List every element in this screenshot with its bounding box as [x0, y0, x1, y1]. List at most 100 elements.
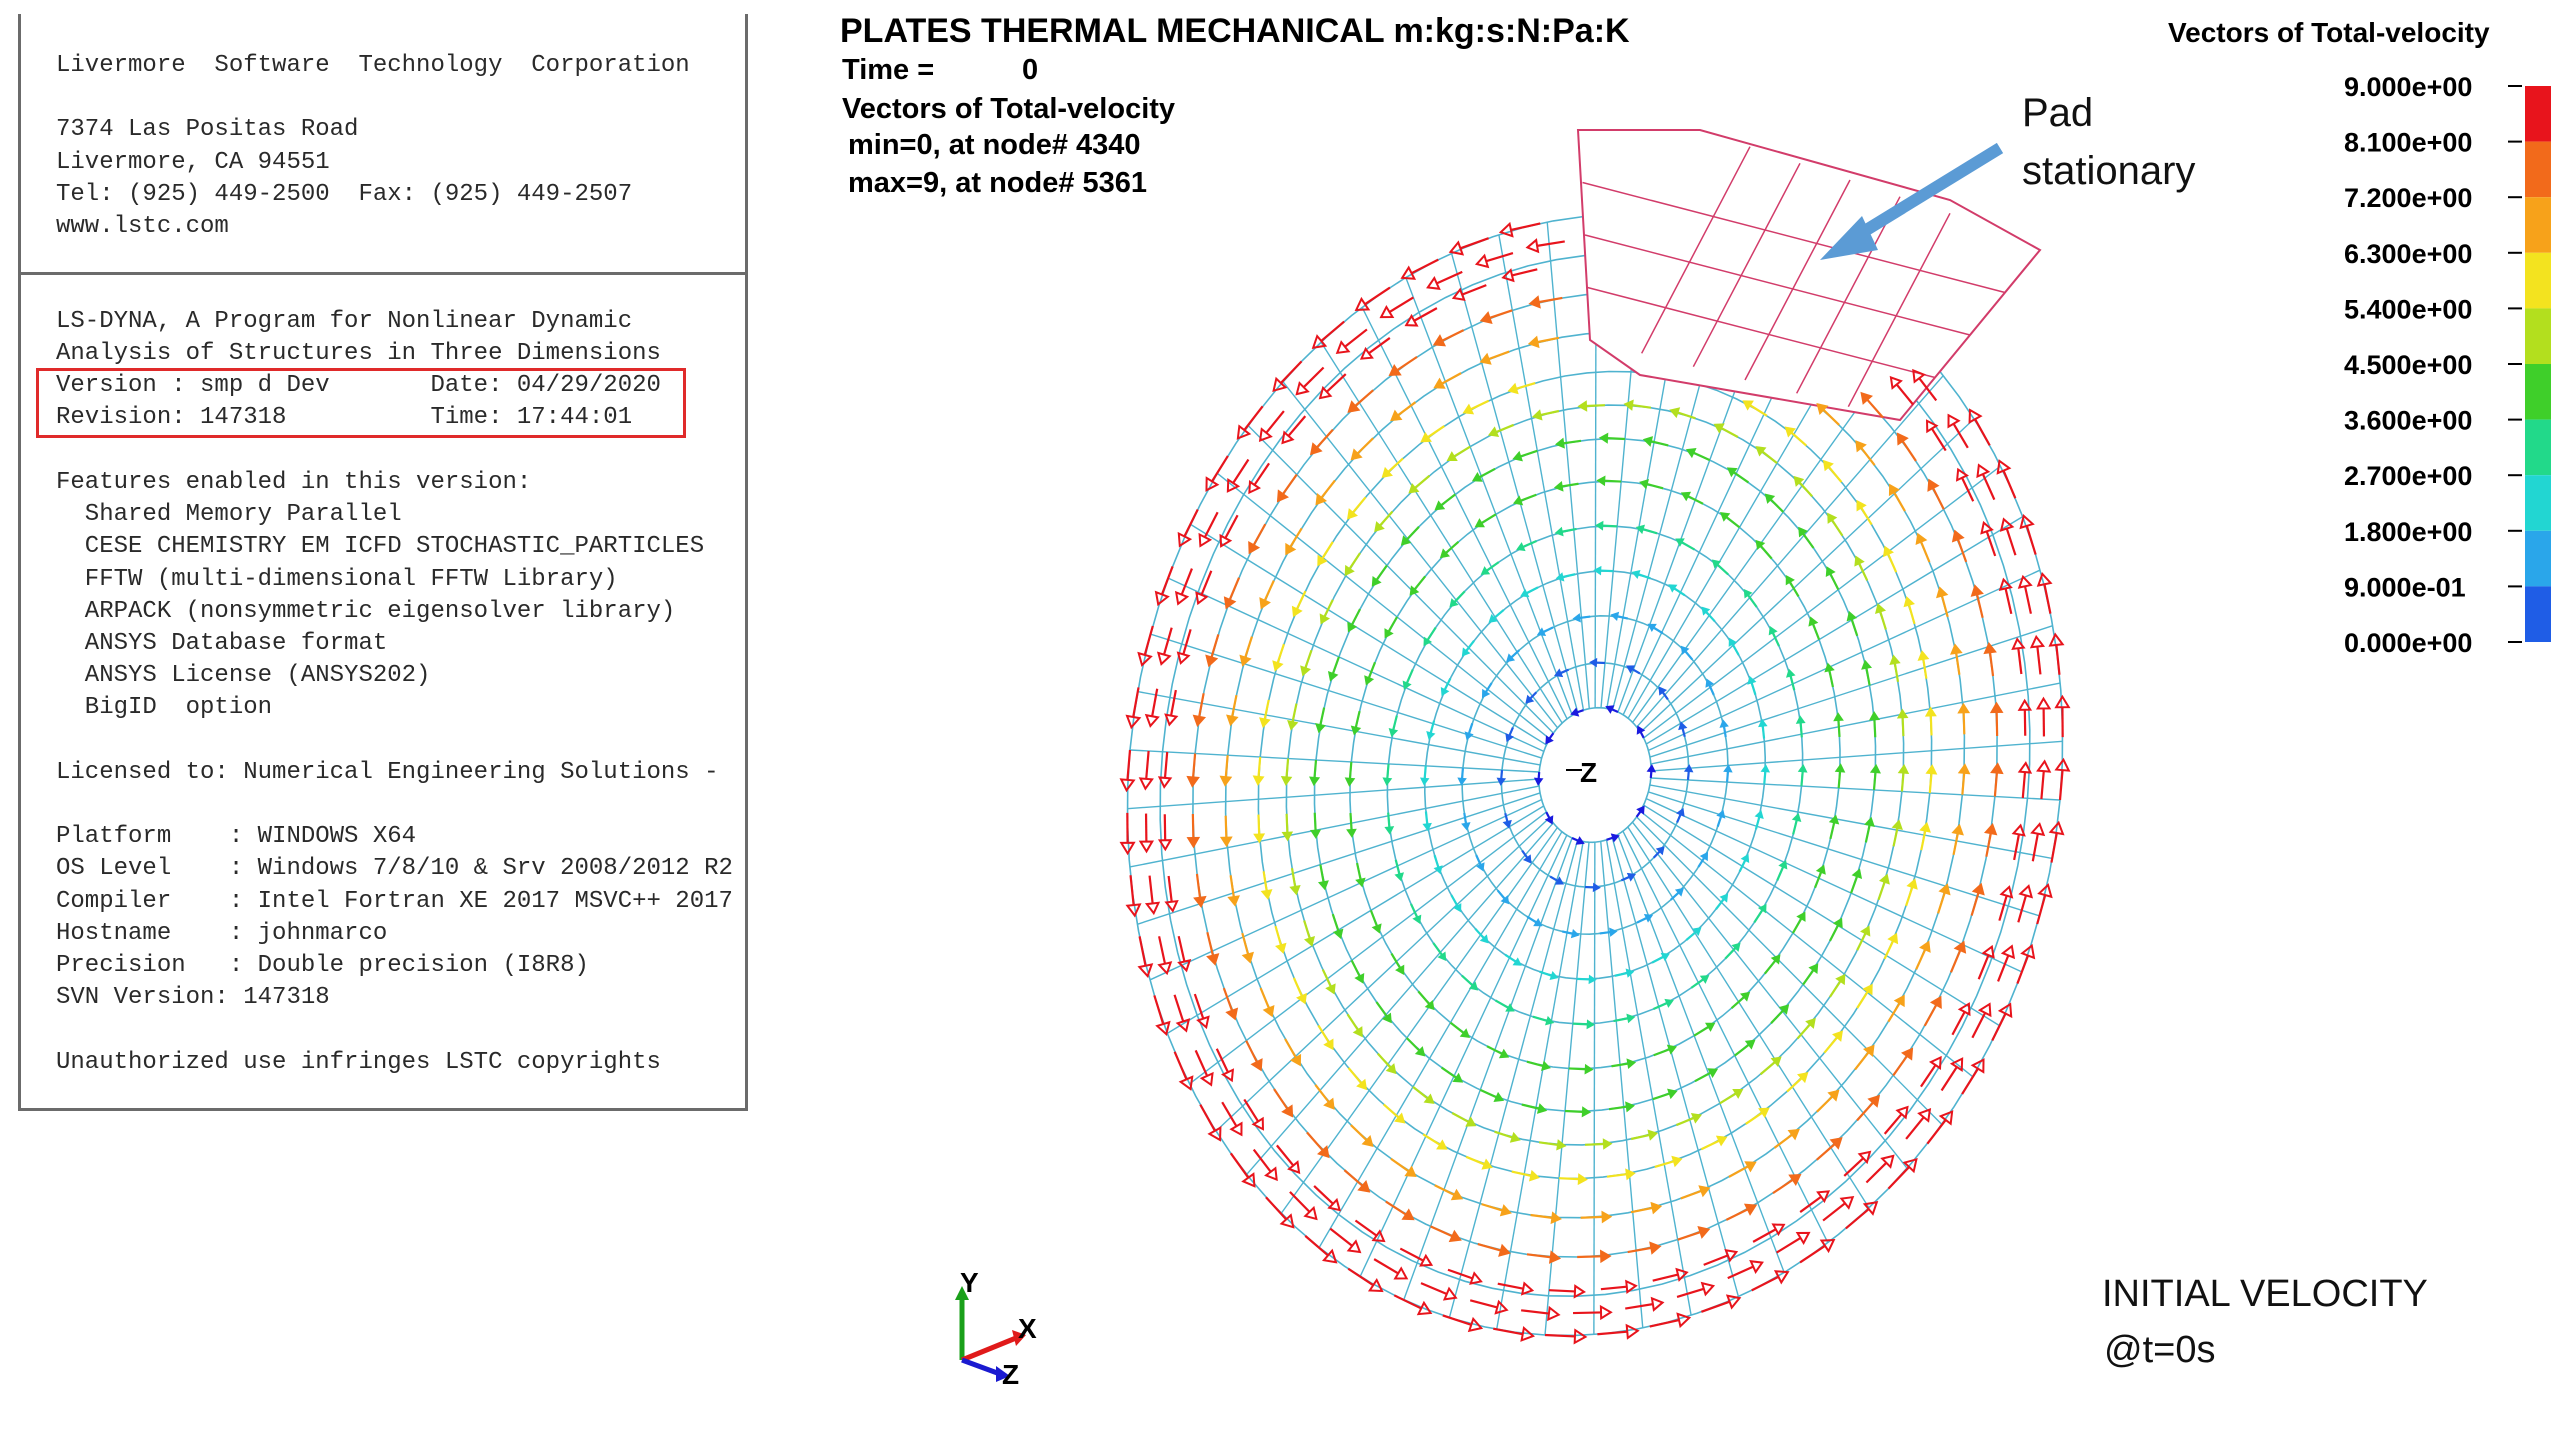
- velocity-arrowhead: [1176, 651, 1191, 665]
- triad-x-arrowhead: [1012, 1330, 1026, 1346]
- velocity-vector: [1786, 1077, 1803, 1093]
- velocity-vector: [1883, 1113, 1903, 1135]
- velocity-vector: [1280, 360, 1303, 384]
- velocity-vector: [1486, 1045, 1503, 1055]
- velocity-vector: [1510, 222, 1541, 232]
- velocity-vector: [1937, 892, 1946, 914]
- velocity-arrowhead: [2020, 943, 2036, 960]
- velocity-vector: [1262, 871, 1268, 892]
- panel-divider-top: [18, 272, 748, 275]
- pad-grid-line: [1584, 234, 1971, 336]
- velocity-vector: [1845, 1208, 1870, 1230]
- velocity-arrowhead: [1279, 1213, 1295, 1229]
- velocity-arrowhead: [1889, 375, 1903, 390]
- velocity-arrowhead: [1666, 1044, 1678, 1055]
- velocity-arrowhead: [1593, 565, 1602, 576]
- velocity-vector: [1265, 1196, 1288, 1221]
- mesh-spoke: [1643, 804, 2000, 1027]
- velocity-vector: [1771, 631, 1780, 647]
- velocity-arrowhead: [1572, 613, 1581, 623]
- velocity-arrowhead: [1544, 1015, 1555, 1026]
- velocity-vector: [2017, 895, 2028, 923]
- velocity-arrowhead: [1957, 702, 1971, 714]
- velocity-arrowhead: [1715, 1135, 1728, 1147]
- velocity-vector: [1548, 732, 1555, 740]
- velocity-arrowhead: [1241, 951, 1254, 964]
- velocity-arrowhead: [1770, 954, 1781, 965]
- velocity-arrowhead: [1901, 1047, 1914, 1061]
- velocity-vector: [1727, 1265, 1754, 1280]
- velocity-arrowhead: [1540, 1060, 1551, 1071]
- mesh-spoke: [1593, 842, 1596, 1335]
- velocity-vector: [1549, 875, 1559, 882]
- velocity-arrowhead: [1412, 914, 1422, 925]
- legend-swatch: [2525, 252, 2551, 309]
- mesh-spoke: [1150, 633, 1542, 759]
- velocity-vector: [1918, 377, 1938, 402]
- velocity-arrowhead: [1957, 763, 1971, 775]
- velocity-arrowhead: [1701, 606, 1711, 616]
- velocity-vector: [1320, 479, 1336, 499]
- velocity-vector: [1722, 725, 1727, 738]
- velocity-vector: [1926, 1119, 1947, 1145]
- mesh-spoke: [1216, 472, 1551, 740]
- velocity-arrowhead: [1550, 1211, 1562, 1225]
- velocity-arrowhead: [1157, 776, 1173, 789]
- velocity-arrowhead: [1186, 836, 1201, 849]
- velocity-vector: [1929, 715, 1933, 736]
- velocity-arrowhead: [1816, 1190, 1831, 1204]
- velocity-arrowhead: [1586, 1019, 1595, 1030]
- velocity-vector: [1799, 1195, 1822, 1213]
- velocity-vector: [1883, 940, 1895, 960]
- plot-title: PLATES THERMAL MECHANICAL m:kg:s:N:Pa:K: [840, 12, 1630, 50]
- velocity-arrowhead: [1917, 650, 1930, 661]
- velocity-arrowhead: [1531, 409, 1543, 421]
- velocity-arrowhead: [1291, 605, 1303, 618]
- mesh-spoke: [1648, 569, 2041, 752]
- velocity-arrowhead: [1771, 1223, 1786, 1237]
- velocity-vector: [1436, 270, 1463, 285]
- velocity-arrowhead: [1902, 1157, 1918, 1174]
- velocity-arrowhead: [1998, 577, 2013, 592]
- velocity-vector: [1379, 510, 1394, 527]
- velocity-arrowhead: [1496, 777, 1507, 786]
- velocity-arrowhead: [1680, 491, 1692, 502]
- time-value: 0: [1022, 54, 1038, 86]
- velocity-vector: [1158, 936, 1167, 964]
- velocity-vector: [1413, 307, 1438, 322]
- velocity-vector: [1367, 661, 1377, 679]
- velocity-vector: [1229, 875, 1235, 898]
- velocity-arrowhead: [1598, 432, 1609, 444]
- panel-text-line: Features enabled in this version:: [56, 469, 532, 496]
- velocity-vector: [1630, 1133, 1650, 1141]
- velocity-vector: [1753, 909, 1764, 923]
- velocity-vector: [1424, 811, 1429, 825]
- panel-text-line: ARPACK (nonsymmetric eigensolver library…: [56, 597, 676, 625]
- velocity-arrowhead: [1248, 540, 1261, 555]
- velocity-arrowhead: [1390, 409, 1403, 422]
- velocity-arrowhead: [1758, 1107, 1770, 1119]
- velocity-vector: [1585, 404, 1606, 408]
- velocity-arrowhead: [1164, 899, 1179, 913]
- velocity-vector: [1493, 1327, 1523, 1336]
- velocity-vector: [2017, 648, 2023, 675]
- velocity-arrowhead: [1924, 706, 1937, 717]
- velocity-arrowhead: [1260, 889, 1273, 900]
- velocity-arrowhead: [1996, 459, 2012, 475]
- velocity-arrowhead: [1808, 963, 1819, 974]
- velocity-vector: [1700, 1139, 1720, 1151]
- velocity-arrowhead: [1726, 467, 1738, 478]
- velocity-vector: [1193, 993, 1205, 1020]
- velocity-arrowhead: [1647, 623, 1657, 633]
- velocity-arrowhead: [1805, 1017, 1816, 1029]
- panel-text-line: Tel: (925) 449-2500 Fax: (925) 449-2507: [56, 180, 633, 208]
- velocity-arrowhead: [1588, 974, 1597, 985]
- velocity-arrowhead: [1754, 810, 1764, 819]
- velocity-vector: [1769, 498, 1785, 513]
- velocity-arrowhead: [1862, 1201, 1879, 1216]
- velocity-arrowhead: [1936, 586, 1949, 599]
- velocity-arrowhead: [1970, 584, 1984, 597]
- velocity-arrowhead: [1625, 1279, 1638, 1294]
- velocity-vector: [1576, 977, 1590, 981]
- velocity-vector: [1681, 727, 1686, 738]
